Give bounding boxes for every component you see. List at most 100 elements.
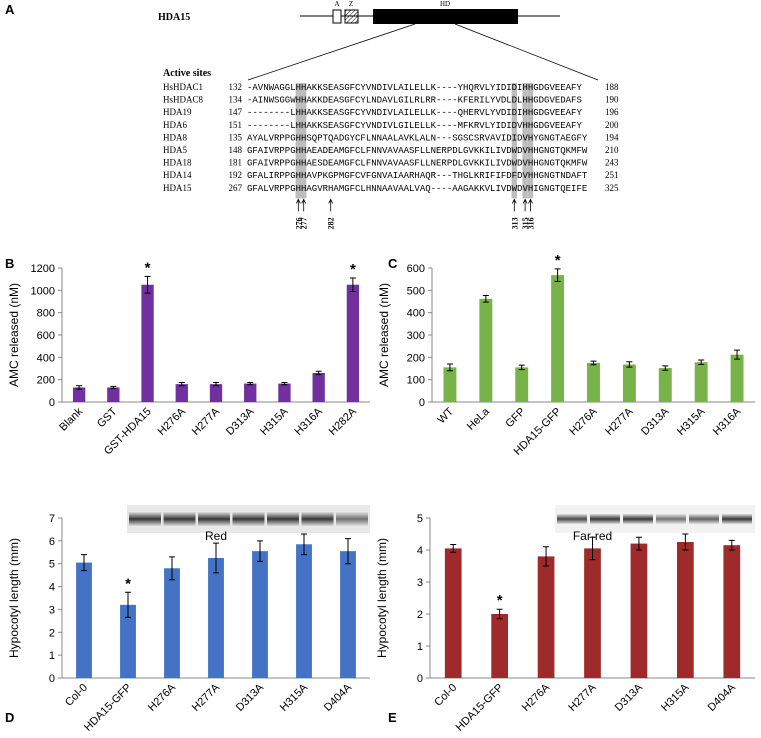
seq-start: 135 [229,132,243,142]
gel-band [232,512,265,526]
y-tick-label: 4 [49,582,55,594]
gel-band [689,514,719,524]
x-tick-label: H277A [190,405,223,438]
residue-label: 282 [327,217,336,229]
bar [584,548,601,678]
x-tick-label: Blank [57,405,85,433]
x-tick-label: D313A [613,681,646,714]
seq-start: 192 [229,170,243,180]
seq-end: 210 [605,145,619,155]
bar [443,367,457,402]
y-tick-label: 200 [37,375,55,387]
x-tick-label: GFP [503,406,527,430]
seq-start: 181 [229,158,243,168]
seq-start: 151 [229,120,243,130]
bar [515,367,529,402]
error-bar [590,360,597,366]
x-tick-label: HDA15-GFP [82,682,134,734]
residue-label: 276 [294,217,303,229]
y-tick-label: 400 [407,308,425,320]
x-tick-label: H282A [327,405,360,438]
y-tick-label: 400 [37,352,55,364]
arrow [295,198,301,212]
x-tick-label: H316A [711,405,744,438]
error-bar [247,381,254,386]
panel-label: A [5,2,15,17]
y-axis-label: AMC released (nM) [7,283,21,387]
gel-band [198,512,230,526]
y-tick-label: 0 [49,673,55,685]
domain-label: Z [349,0,353,8]
bar [677,542,694,678]
error-bar [543,546,550,567]
bar [120,604,136,678]
bar [694,362,708,402]
gel-band [336,512,368,526]
y-tick-label: 4 [417,545,423,557]
arrow [328,198,334,212]
error-bar [213,381,219,387]
error-bar [589,536,596,561]
x-tick-label: D404A [322,681,355,714]
active-site-highlight [527,83,534,199]
y-tick-label: 3 [417,577,423,589]
bar [312,372,325,402]
y-tick-label: 0 [419,397,425,409]
significance-star: * [497,592,503,609]
bar [72,387,86,402]
seq-name: HsHDAC8 [163,95,204,105]
seq-end: 194 [605,132,619,142]
arrow [301,198,307,212]
x-tick-label: H277A [603,405,636,438]
seq-start: 132 [229,82,243,92]
panel-label: B [5,256,14,271]
gene-name: HDA15 [158,12,190,23]
bar [296,544,312,678]
error-bar [110,385,117,390]
significance-star: * [555,252,561,269]
arrow [522,198,528,212]
y-tick-label: 100 [407,375,425,387]
error-bar [169,556,175,581]
bar [209,384,223,402]
sequence: --------LHHAKKSEASGFCYVNDIVLGILELLK----M… [247,121,582,131]
x-tick-label: H315A [278,681,311,714]
chart-title: Far-red [573,529,612,543]
western-blots [127,505,755,533]
error-bar [450,544,457,553]
bar [537,556,555,678]
y-tick-label: 2 [417,609,423,621]
bar [244,383,257,402]
error-bar [144,275,151,294]
error-bar [301,533,307,556]
bar [444,548,462,678]
y-tick-label: 1 [49,650,55,662]
gel-band [656,514,686,524]
x-tick-label: D313A [224,405,257,438]
x-tick-label: H315A [659,681,692,714]
y-tick-label: 200 [407,352,425,364]
y-axis-label: Hypocotyl length (mm) [375,538,389,658]
sequence: GFAIVRPPGHHAESDEAMGFCLFNNVAVAASFLLNERPDL… [247,159,588,169]
panel-label: C [388,256,398,271]
y-tick-label: 0 [417,673,423,685]
significance-star: * [125,575,131,592]
bar [491,614,508,678]
y-axis-label: Hypocotyl length (mm) [7,538,21,658]
seq-name: HDA8 [163,132,187,142]
gel-band [267,512,299,526]
y-tick-label: 3 [49,604,55,616]
sequence: --------LHHAKKSEASGFCYVNDIVLAILELLK----Q… [247,108,582,118]
error-bar [125,591,131,618]
x-tick-label: H315A [675,405,708,438]
error-bar [213,542,219,574]
bar [340,551,356,678]
seq-end: 200 [605,120,619,130]
error-bar [446,363,453,372]
error-bar [728,539,735,551]
y-tick-label: 2 [49,627,55,639]
gel-band [590,514,620,524]
active-site-highlight [511,83,517,199]
x-tick-label: HeLa [465,405,493,433]
y-tick-label: 1 [417,641,423,653]
